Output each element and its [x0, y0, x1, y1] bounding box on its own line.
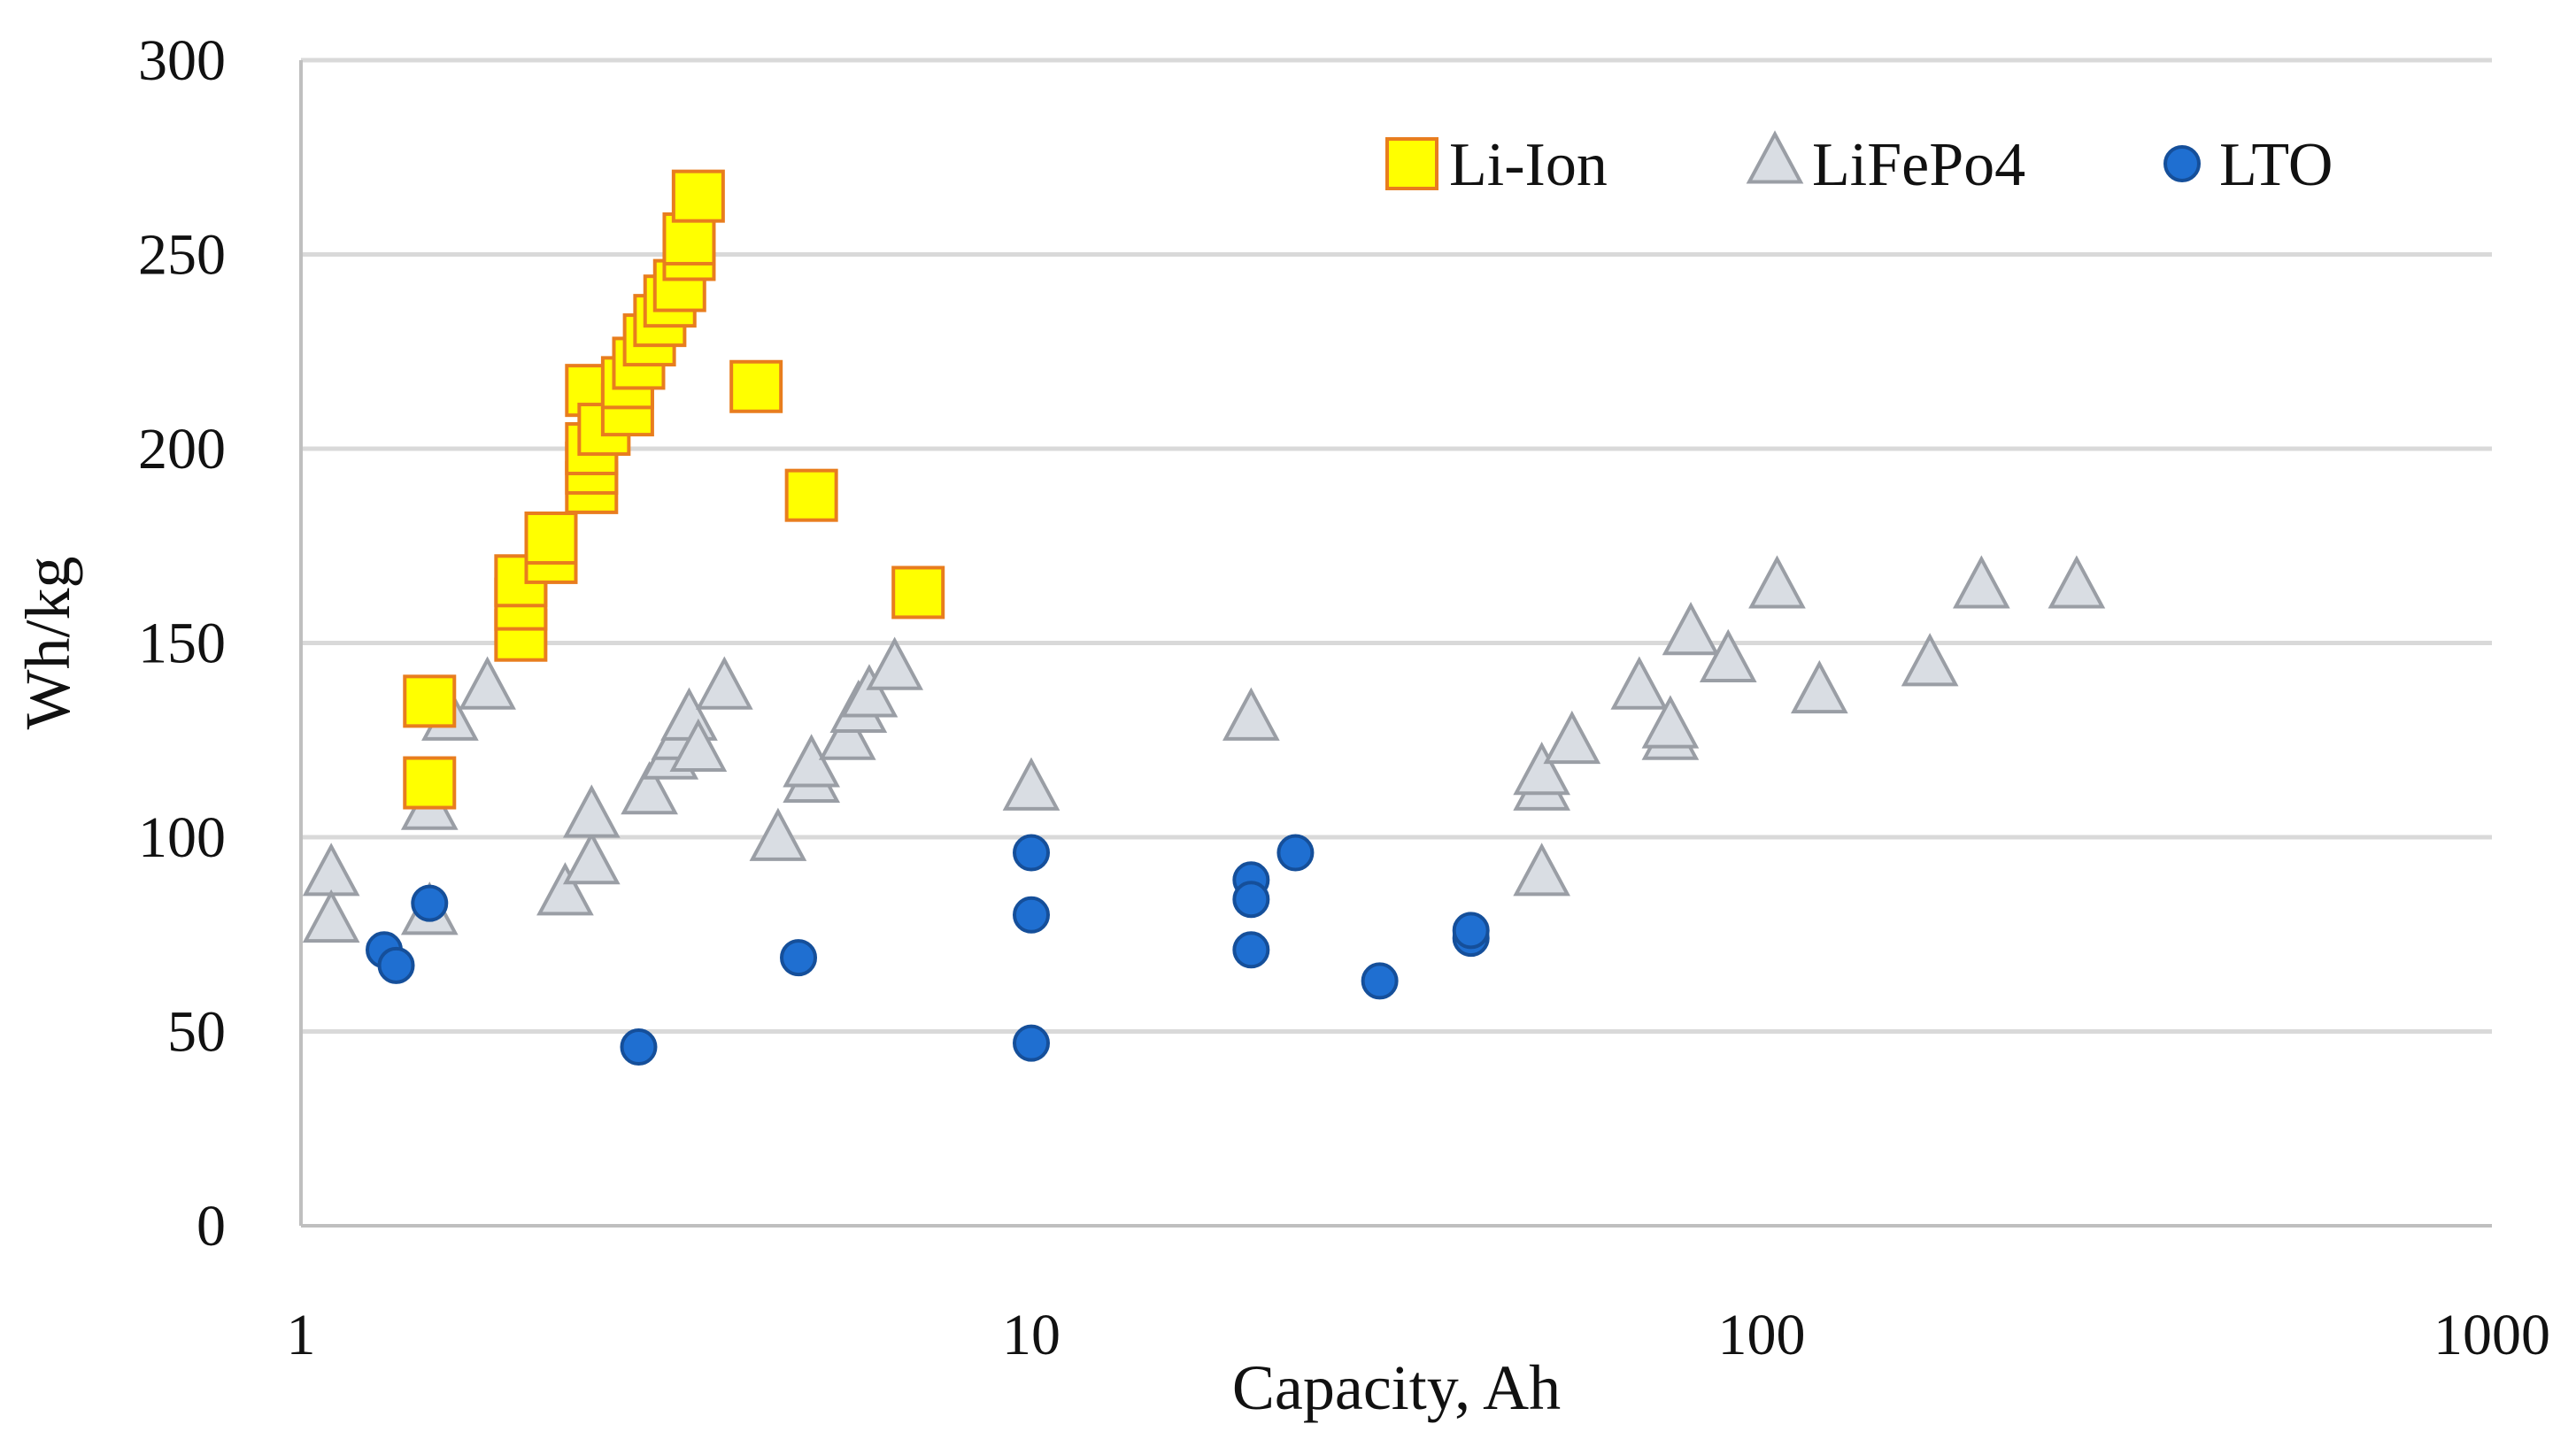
square-point [403, 756, 457, 810]
square-point [891, 566, 945, 620]
triangle-point [302, 889, 360, 943]
x-tick-label: 1000 [2433, 1303, 2550, 1367]
triangle-point [695, 656, 753, 710]
circle-point [377, 946, 415, 984]
triangle-point [1953, 555, 2010, 609]
triangle-point [1543, 710, 1601, 765]
triangle-point [783, 734, 840, 788]
triangle-point [302, 843, 360, 897]
x-tick-label: 100 [1718, 1303, 1806, 1367]
triangle-point [536, 862, 594, 916]
x-axis-title: Capacity, Ah [1232, 1352, 1561, 1423]
circle-point [1232, 881, 1270, 919]
legend-triangle-icon [1746, 130, 1804, 184]
triangle-point [1513, 843, 1570, 897]
legend-item-li-ion: Li-Ion [1385, 131, 1608, 199]
series-li-ion [403, 169, 945, 810]
circle-point [1232, 931, 1270, 969]
triangle-point [1610, 656, 1669, 710]
x-tick-label: 10 [1002, 1303, 1060, 1367]
y-tick-label: 150 [138, 612, 226, 676]
circle-point [1361, 962, 1399, 1000]
circle-point [411, 884, 449, 922]
triangle-point [1222, 687, 1280, 741]
tick-labels: 0 50 100 150 200 250 300 1 10 100 1000 [138, 28, 2550, 1367]
triangle-point [1790, 659, 1848, 714]
triangle-point [818, 706, 876, 760]
circle-point [1013, 896, 1050, 934]
circle-point [620, 1028, 658, 1066]
triangle-point [1748, 555, 1806, 609]
legend-circle-icon [2163, 145, 2201, 182]
square-point [403, 674, 457, 728]
square-point [524, 511, 578, 565]
y-tick-label: 200 [138, 417, 226, 481]
circle-point [1452, 912, 1490, 950]
square-point [784, 468, 838, 522]
data-series [302, 169, 2106, 1066]
circle-point [1276, 834, 1315, 872]
legend-label: LTO [2219, 131, 2333, 199]
triangle-point [1662, 602, 1720, 656]
series-lto [366, 834, 1490, 1066]
legend-square-icon [1385, 137, 1438, 190]
triangle-point [1002, 757, 1060, 811]
square-point [729, 359, 783, 413]
legend-label: LiFePo4 [1812, 131, 2025, 199]
triangle-point [621, 761, 678, 815]
square-point [671, 169, 725, 223]
triangle-point [749, 807, 807, 861]
series-lifepo4 [302, 555, 2106, 943]
y-axis-title: Wh/kg [12, 557, 83, 730]
axes [299, 60, 2492, 1228]
y-tick-label: 50 [167, 1000, 226, 1065]
triangle-point [840, 664, 899, 718]
y-tick-label: 300 [138, 28, 226, 93]
triangle-point [866, 636, 923, 690]
triangle-point [2048, 555, 2106, 609]
x-tick-label: 1 [287, 1303, 316, 1367]
triangle-point [669, 718, 728, 772]
triangle-point [1901, 633, 1959, 687]
circle-point [780, 939, 818, 977]
legend-label: Li-Ion [1449, 131, 1608, 199]
triangle-point [562, 831, 621, 885]
legend: Li-Ion LiFePo4 LTO [1385, 130, 2333, 199]
triangle-point [562, 784, 621, 838]
triangle-point [459, 656, 516, 710]
y-tick-label: 250 [138, 223, 226, 288]
triangle-point [1513, 742, 1570, 796]
triangle-point [1699, 628, 1757, 682]
triangle-point [1641, 695, 1700, 749]
legend-item-lto: LTO [2163, 131, 2333, 199]
circle-point [1013, 1024, 1050, 1062]
circle-point [1013, 834, 1050, 872]
gridlines [301, 58, 2492, 1034]
y-tick-label: 0 [197, 1194, 226, 1258]
legend-item-lifepo4: LiFePo4 [1746, 130, 2025, 199]
y-tick-label: 100 [138, 805, 226, 870]
